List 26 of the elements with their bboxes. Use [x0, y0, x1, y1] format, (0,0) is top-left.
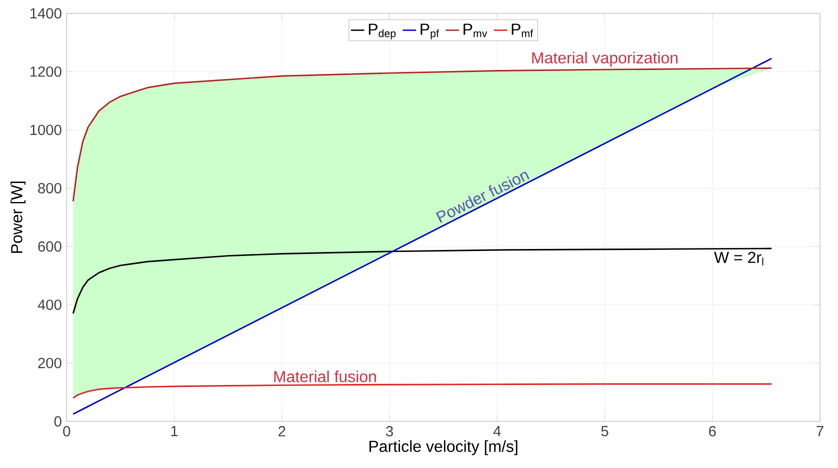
- y-axis-title: Power [W]: [10, 182, 26, 253]
- x-tick-label: 2: [278, 426, 286, 436]
- x-tick-label: 3: [386, 426, 393, 436]
- annotation: Material fusion: [274, 370, 376, 382]
- x-tick-label: 5: [601, 426, 608, 436]
- legend-label: P$_{mv}$: [464, 24, 488, 38]
- legend-label: P$_{dep}$: [368, 24, 396, 40]
- x-tick-label: 1: [171, 426, 178, 436]
- y-tick-label: 400: [38, 300, 62, 310]
- y-tick-label: 600: [38, 241, 62, 252]
- x-tick-label: 4: [493, 426, 501, 436]
- y-tick-label: 1400: [30, 8, 62, 19]
- legend-label: P$_{pf}$: [420, 24, 439, 40]
- y-tick-label: 1000: [30, 124, 62, 136]
- x-tick-label: 6: [709, 426, 716, 436]
- y-tick-label: 1200: [30, 66, 62, 77]
- x-tick-label: 0: [63, 426, 70, 436]
- x-tick-label: 7: [816, 426, 824, 436]
- y-tick-label: 800: [38, 183, 62, 194]
- annotation: W = 2r$_{l}$: [714, 252, 764, 266]
- y-tick-label: 0: [54, 416, 62, 427]
- legend-label: P$_{mf}$: [512, 24, 534, 38]
- x-axis-title: Particle velocity [m/s]: [370, 440, 518, 456]
- y-tick-label: 200: [38, 358, 62, 368]
- line-series: [72, 248, 772, 314]
- annotation: Material vaporization: [532, 52, 678, 67]
